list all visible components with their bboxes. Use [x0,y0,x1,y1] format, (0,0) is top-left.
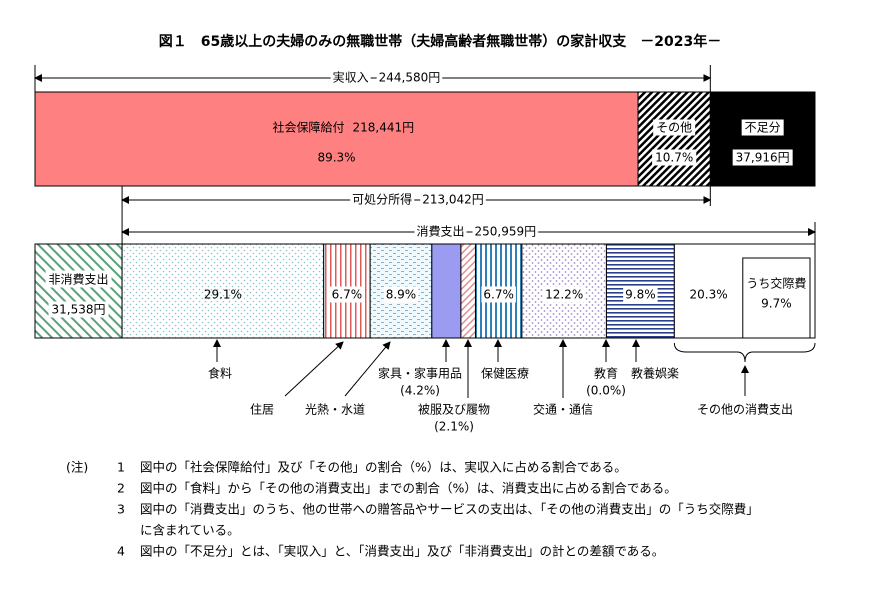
dimension-value: 250,959円 [475,225,537,239]
segment-name: 不足分 [745,121,781,135]
annotation-name: 交通・通信 [533,402,593,417]
note-text: 図中の「消費支出」のうち、他の世帯への贈答品やサービスの支出は、「その他の消費支… [140,502,759,517]
annotation-arrow [344,341,391,397]
sub-segment [742,257,811,339]
annotation-label: (4.2%) [400,384,440,398]
dimension-value: 213,042円 [422,193,484,207]
annotation-name: 保健医療 [481,367,529,381]
brace [673,342,816,363]
label-bg [732,149,793,166]
segment-label: 89.3% [317,151,355,165]
label-bg [481,286,516,303]
annotation-arrow [284,341,344,397]
segment-label: 6.7% [483,288,514,302]
dimension-name: 消費支出 [417,224,465,239]
sub-label: 9.7% [761,297,792,311]
label-bg [653,119,696,136]
annotation-name: 食料 [208,366,232,381]
segment-label: 31,538円 [52,303,106,317]
note-text: に含まれている。 [140,523,240,538]
segment-label: 20.3% [689,288,727,302]
note-number: 2 [117,481,125,496]
label-bg [383,286,419,303]
bar-segment [637,91,711,187]
annotation-label: (2.1%) [434,420,474,434]
label-bg [420,191,486,208]
segment-label: 37,916円 [736,151,790,165]
sub-name: うち交際費 [746,276,806,291]
segment-amount: 218,441円 [353,121,415,135]
annotation-name: その他の消費支出 [697,402,793,417]
bar-segment [431,243,462,339]
note-text: 図中の「不足分」とは、「実収入」と、「消費支出」及び「非消費支出」の計との差額で… [140,544,664,559]
annotation-name: 教育 [594,366,618,381]
segment-name: 社会保障給付 [273,120,345,135]
notes-prefix: (注) [66,460,88,475]
label-bg [376,69,443,86]
label-bg [329,286,365,303]
segment-name: 非消費支出 [49,272,109,287]
label-bg [414,222,467,240]
segment-label: 9.8% [625,288,656,302]
annotation-name: 教養娯楽 [631,366,679,381]
bar-segment [34,243,123,339]
note-text: 図中の「社会保障給付」及び「その他」の割合（%）は、実収入に占める割合である。 [140,460,627,475]
segment-label: 6.7% [332,288,363,302]
label-bg [741,119,784,136]
label-bg [472,223,539,240]
annotation-name: 住居 [250,403,274,417]
label-bg [45,270,112,288]
annotation-name: 被服及び履物 [418,403,490,417]
dimension-value: 244,580円 [379,71,441,85]
label-bg [350,190,415,208]
bar-segment [121,243,325,339]
label-bg [543,286,586,303]
note-number: 3 [117,502,125,517]
segment-label: 12.2% [545,288,583,302]
title: 図１ 65歳以上の夫婦のみの無職世帯（夫婦高齢者無職世帯）の家計収支 －2023… [159,33,721,50]
annotation-name: 光熱・水道 [305,403,365,417]
note-text: 図中の「食料」から「その他の消費支出」までの割合（%）は、消費支出に占める割合で… [140,481,677,496]
annotation-name: 家具・家事用品 [378,366,462,381]
bar-segment [460,243,476,339]
label-bg [623,286,658,303]
label-bg [330,68,371,86]
label-bg [652,149,697,166]
segment-name: その他 [656,121,692,135]
bar-segment [34,91,639,187]
dimension-name: 実収入 [333,70,369,85]
bar-segment [709,91,816,187]
segment-label: 8.9% [386,288,417,302]
note-number: 1 [117,460,125,475]
segment-label: 10.7% [655,151,693,165]
note-number: 4 [117,544,125,559]
annotation-label: (0.0%) [586,384,626,398]
dimension-name: 可処分所得 [352,192,412,207]
label-bg [48,301,109,318]
segment-label: 29.1% [204,288,242,302]
